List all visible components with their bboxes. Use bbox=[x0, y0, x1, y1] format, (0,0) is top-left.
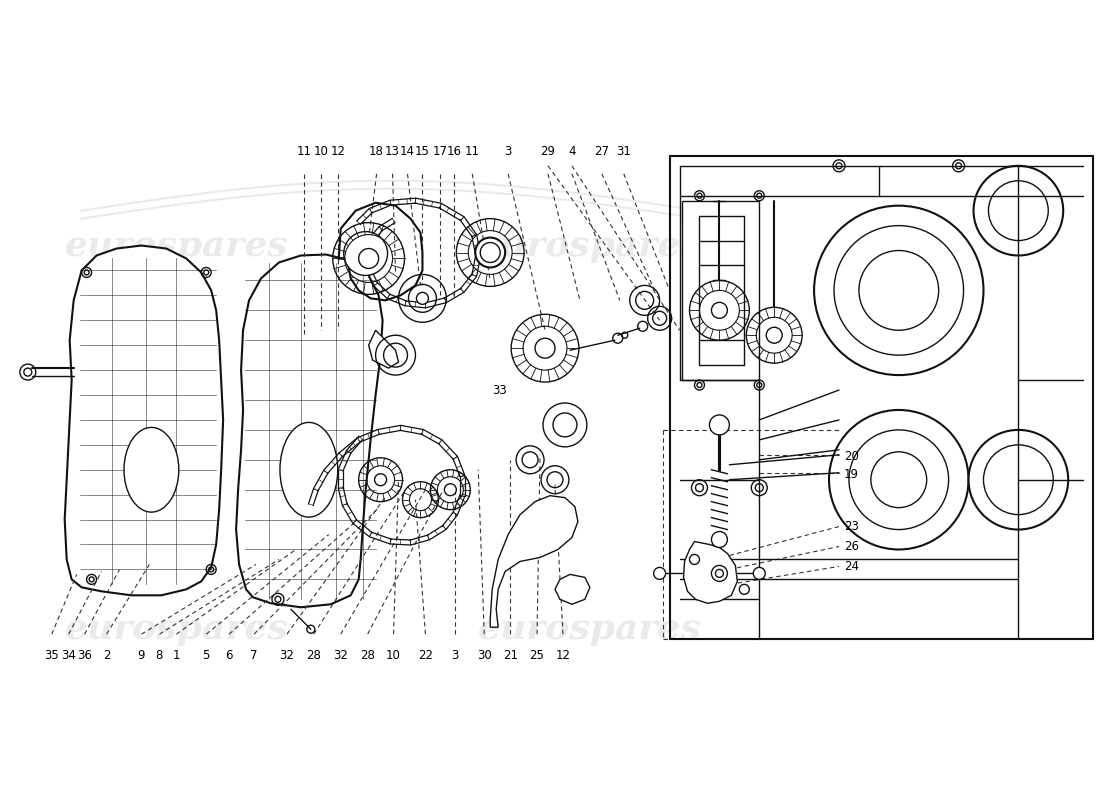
Text: 11: 11 bbox=[465, 145, 480, 158]
Circle shape bbox=[829, 410, 968, 550]
Text: 28: 28 bbox=[307, 649, 321, 662]
Text: eurospares: eurospares bbox=[478, 612, 702, 646]
Text: 33: 33 bbox=[492, 383, 507, 397]
Text: 21: 21 bbox=[503, 649, 518, 662]
Circle shape bbox=[712, 531, 727, 547]
Text: 10: 10 bbox=[314, 145, 328, 158]
Text: 6: 6 bbox=[226, 649, 233, 662]
Text: eurospares: eurospares bbox=[65, 229, 288, 262]
Text: 4: 4 bbox=[569, 145, 575, 158]
Text: 3: 3 bbox=[452, 649, 459, 662]
Text: 32: 32 bbox=[279, 649, 295, 662]
Text: 30: 30 bbox=[477, 649, 492, 662]
Text: 36: 36 bbox=[77, 649, 92, 662]
Ellipse shape bbox=[279, 422, 338, 517]
Circle shape bbox=[343, 231, 387, 275]
Circle shape bbox=[767, 327, 782, 343]
Text: 24: 24 bbox=[844, 560, 859, 573]
Polygon shape bbox=[368, 330, 398, 368]
Text: 20: 20 bbox=[844, 450, 859, 463]
Text: 22: 22 bbox=[418, 649, 433, 662]
Text: 12: 12 bbox=[556, 649, 571, 662]
Ellipse shape bbox=[124, 427, 179, 512]
Text: 19: 19 bbox=[844, 468, 859, 482]
Text: 3: 3 bbox=[505, 145, 512, 158]
Text: 31: 31 bbox=[616, 145, 631, 158]
Text: 28: 28 bbox=[360, 649, 375, 662]
Circle shape bbox=[968, 430, 1068, 530]
Text: 9: 9 bbox=[138, 649, 145, 662]
Text: 35: 35 bbox=[44, 649, 59, 662]
Polygon shape bbox=[236, 254, 383, 607]
Circle shape bbox=[814, 206, 983, 375]
Circle shape bbox=[275, 596, 280, 602]
Circle shape bbox=[653, 567, 666, 579]
Text: 25: 25 bbox=[529, 649, 544, 662]
Circle shape bbox=[974, 166, 1064, 255]
Text: 17: 17 bbox=[433, 145, 448, 158]
Text: 18: 18 bbox=[370, 145, 384, 158]
Text: 23: 23 bbox=[844, 520, 859, 533]
Circle shape bbox=[417, 292, 428, 304]
Circle shape bbox=[24, 368, 32, 376]
Text: 7: 7 bbox=[251, 649, 257, 662]
Circle shape bbox=[475, 238, 505, 267]
Text: 1: 1 bbox=[173, 649, 180, 662]
Circle shape bbox=[754, 567, 766, 579]
Text: 34: 34 bbox=[62, 649, 76, 662]
Text: 8: 8 bbox=[156, 649, 163, 662]
Circle shape bbox=[354, 243, 384, 274]
Text: 26: 26 bbox=[844, 540, 859, 553]
Text: 2: 2 bbox=[102, 649, 110, 662]
Text: 27: 27 bbox=[594, 145, 609, 158]
Text: 15: 15 bbox=[415, 145, 430, 158]
Circle shape bbox=[444, 484, 456, 496]
Text: 5: 5 bbox=[202, 649, 210, 662]
Circle shape bbox=[712, 566, 727, 582]
Text: 12: 12 bbox=[330, 145, 345, 158]
Circle shape bbox=[375, 474, 386, 486]
Circle shape bbox=[710, 415, 729, 435]
Text: 11: 11 bbox=[296, 145, 311, 158]
Text: 14: 14 bbox=[400, 145, 415, 158]
Text: 29: 29 bbox=[540, 145, 556, 158]
Polygon shape bbox=[683, 542, 737, 603]
Text: 13: 13 bbox=[385, 145, 400, 158]
Circle shape bbox=[712, 302, 727, 318]
Text: 10: 10 bbox=[386, 649, 402, 662]
Polygon shape bbox=[65, 246, 223, 595]
Polygon shape bbox=[556, 574, 590, 604]
Polygon shape bbox=[491, 496, 578, 627]
Text: 16: 16 bbox=[447, 145, 462, 158]
Polygon shape bbox=[682, 201, 759, 380]
Text: 32: 32 bbox=[333, 649, 349, 662]
Text: eurospares: eurospares bbox=[65, 612, 288, 646]
Text: eurospares: eurospares bbox=[478, 229, 702, 262]
